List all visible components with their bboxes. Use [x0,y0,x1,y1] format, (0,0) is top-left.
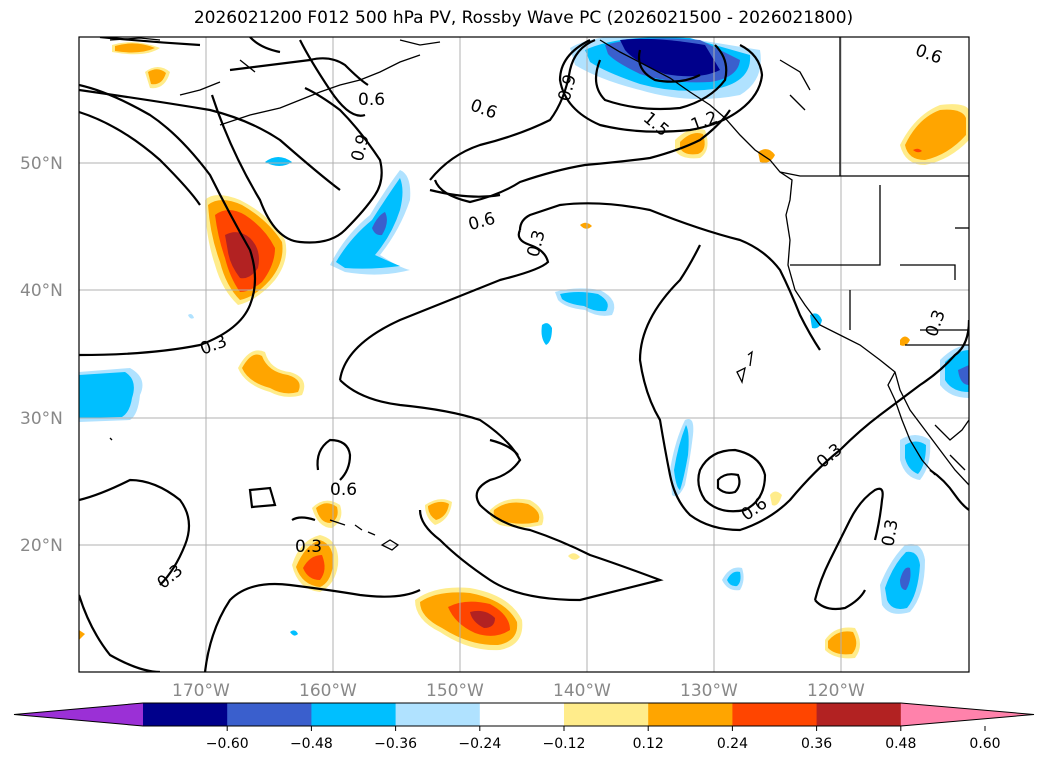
map-area [79,37,969,672]
colorbar: −0.60 −0.48 −0.36 −0.24 −0.12 0.12 0.24 0.36 0.4… [13,702,1035,752]
colorbar-segment [479,703,565,726]
longitude-labels: 170°W 160°W 150°W 140°W 130°W 120°W [172,681,865,701]
chart-title: 2026021200 F012 500 hPa PV, Rossby Wave … [193,8,854,28]
contour-label: 0.3 [878,518,902,548]
lat-label-30n: 30°N [20,409,63,429]
colorbar-tick-label: −0.12 [543,736,586,752]
lon-label-160w: 160°W [299,681,357,701]
lon-label-150w: 150°W [426,681,484,701]
contour-label: 0.6 [358,90,385,110]
colorbar-tick-label: 0.48 [885,736,916,752]
lon-label-120w: 120°W [807,681,865,701]
colorbar-tick-label: −0.60 [206,736,249,752]
colorbar-tick-label: −0.48 [290,736,333,752]
islands [109,350,753,551]
colorbar-tick-label: 0.24 [717,736,748,752]
shaded-anomalies [79,37,969,659]
pv-contours [79,37,969,672]
latitude-labels: 50°N 40°N 30°N 20°N [20,154,63,556]
colorbar-tick-label: −0.36 [374,736,417,752]
colorbar-tick-label: 0.60 [969,736,1000,752]
contour-label: 0.6 [330,480,357,500]
colorbar-segment [564,703,649,726]
colorbar-tick-label: 0.36 [801,736,832,752]
lat-label-50n: 50°N [20,154,63,174]
colorbar-extend-low [14,703,143,726]
lat-label-20n: 20°N [20,536,63,556]
colorbar-segment [227,703,312,726]
colorbar-tick-label: −0.24 [458,736,501,752]
colorbar-segment [311,703,397,726]
contour-label: 0.3 [295,537,322,557]
lat-label-40n: 40°N [20,281,63,301]
colorbar-segment [732,703,818,726]
colorbar-segment [143,703,228,726]
colorbar-tick-label: 0.12 [633,736,664,752]
map-border [78,36,970,673]
colorbar-outline [13,702,1035,727]
lon-label-130w: 130°W [680,681,738,701]
lon-label-140w: 140°W [553,681,611,701]
colorbar-segment [395,703,481,726]
colorbar-segment [648,703,733,726]
lon-label-170w: 170°W [172,681,230,701]
gridlines [79,37,969,672]
colorbar-extend-high [900,703,1034,726]
colorbar-segment [816,703,902,726]
